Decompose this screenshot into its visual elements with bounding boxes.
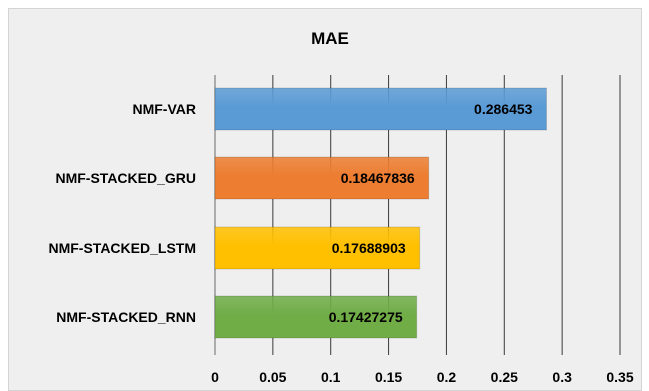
bar xyxy=(214,226,421,270)
bar-value-label: 0.17427275 xyxy=(329,309,403,325)
x-tick-label: 0.3 xyxy=(552,369,572,385)
bar-value-label: 0.286453 xyxy=(474,101,533,117)
x-tick-label: 0.25 xyxy=(491,369,518,385)
category-label: NMF-STACKED_GRU xyxy=(55,170,196,186)
category-label: NMF-STACKED_RNN xyxy=(56,309,196,325)
bar-value-label: 0.17688903 xyxy=(332,240,406,256)
bar-value-label: 0.18467836 xyxy=(341,170,415,186)
x-tick-label: 0.2 xyxy=(437,369,457,385)
bar xyxy=(214,156,430,200)
x-tick-label: 0.35 xyxy=(606,369,633,385)
x-tick-label: 0 xyxy=(211,369,219,385)
x-tick-label: 0.1 xyxy=(321,369,341,385)
category-label: NMF-STACKED_LSTM xyxy=(48,240,196,256)
bar xyxy=(214,87,547,131)
category-label: NMF-VAR xyxy=(132,101,196,117)
bar xyxy=(214,295,418,339)
x-tick-label: 0.05 xyxy=(259,369,286,385)
x-tick-label: 0.15 xyxy=(375,369,402,385)
chart-title: MAE xyxy=(311,29,349,48)
